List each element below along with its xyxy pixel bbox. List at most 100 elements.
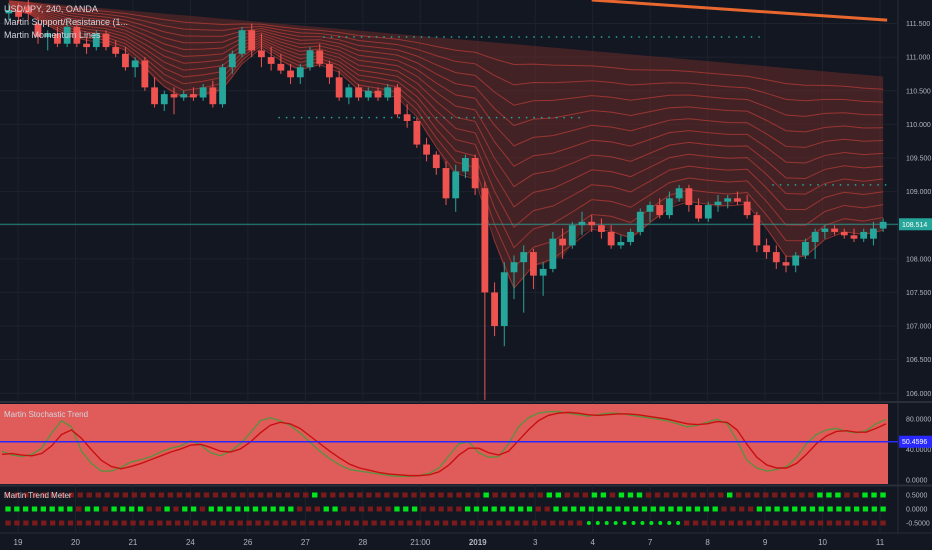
trend-meter-cell <box>130 520 136 526</box>
trend-meter-cell <box>208 506 214 512</box>
trend-meter-cell <box>76 506 82 512</box>
time-tick-label: 19 <box>14 538 23 547</box>
candle-body <box>151 87 158 105</box>
symbol-legend[interactable]: USD/JPY, 240, OANDA <box>4 4 98 14</box>
stochastic-pane-title[interactable]: Martin Stochastic Trend <box>4 410 89 419</box>
trend-meter-cell <box>305 506 312 512</box>
time-tick-label: 20 <box>71 538 80 547</box>
trend-meter-cell <box>237 520 243 526</box>
trend-meter-cell <box>500 506 506 512</box>
trend-meter-cell <box>275 492 282 498</box>
time-tick-label: 27 <box>301 538 310 547</box>
trend-meter-cell <box>447 506 453 512</box>
candle-body <box>122 53 129 68</box>
time-tick-label: 24 <box>186 538 195 547</box>
trend-meter-cell <box>736 492 742 498</box>
candle-body <box>345 87 353 98</box>
candle-body <box>646 205 654 212</box>
trend-meter-cell <box>844 492 850 498</box>
candle-body <box>258 50 265 58</box>
stochastic-fill <box>0 404 888 484</box>
trend-meter-cell <box>737 520 743 526</box>
trend-meter-pane-title[interactable]: Martin Trend Meter <box>4 491 72 500</box>
trend-meter-cell <box>835 520 842 526</box>
trend-meter-cell <box>77 492 83 498</box>
trend-meter-cell <box>800 520 806 526</box>
trend-meter-cell <box>93 506 100 512</box>
support-resistance-levels <box>0 36 898 225</box>
candle-body <box>180 94 188 98</box>
trend-meter-cell <box>212 492 219 498</box>
trend-meter-cell <box>853 520 859 526</box>
trend-meter-cell <box>755 520 761 526</box>
trend-meter-cell <box>393 492 399 498</box>
trend-meter-cell <box>49 506 55 512</box>
candle-body <box>326 63 333 78</box>
price-tick-label: 106.000 <box>906 391 931 398</box>
trend-meter-cell <box>483 492 489 498</box>
candle-body <box>695 205 702 219</box>
momentum-line <box>8 1 884 103</box>
trend-meter-cell <box>261 506 267 512</box>
candle-body <box>763 245 770 253</box>
trend-meter-cell <box>447 492 453 498</box>
trend-meter-cell <box>76 520 83 526</box>
candle-body <box>423 144 430 155</box>
candle-body <box>481 188 489 293</box>
stochastic-tick-label: 0.0000 <box>906 478 928 485</box>
trend-meter-cell <box>104 492 110 498</box>
indicator-legend-support-resistance[interactable]: Martin Support/Resistance (1... <box>4 17 129 27</box>
time-tick-label: 8 <box>705 538 710 547</box>
trend-meter-cell <box>871 506 877 512</box>
trend-meter-cell <box>411 506 418 512</box>
momentum-line-top <box>591 0 888 22</box>
trend-meter-cell <box>420 506 427 512</box>
trend-meter-cell <box>58 506 64 512</box>
trend-meter-cell <box>389 520 395 526</box>
candle-body <box>860 231 868 239</box>
trend-meter-dot <box>604 521 609 525</box>
trend-meter-cell <box>532 520 538 526</box>
candle-body <box>471 157 479 189</box>
trend-meter-cell <box>139 520 145 526</box>
indicator-legend-momentum-lines[interactable]: Martin Momentum Lines <box>4 30 101 40</box>
trend-meter-cell <box>862 492 868 498</box>
trend-meter-cell <box>845 506 851 512</box>
trend-meter-cell <box>763 492 769 498</box>
trend-meter-cell <box>544 506 550 512</box>
trend-meter-cell <box>606 506 612 512</box>
candle-body <box>92 33 100 48</box>
trend-meter-cell <box>84 506 91 512</box>
trend-meter-cell <box>456 492 462 498</box>
trend-meter-cell <box>67 520 74 526</box>
candle-body <box>403 114 411 122</box>
trend-meter-cell <box>190 506 197 512</box>
trend-meter-cell <box>157 520 163 526</box>
candle-body <box>666 198 673 216</box>
trend-meter-cell <box>420 492 426 498</box>
candle-body <box>811 231 819 243</box>
trend-meter-cell <box>166 520 172 526</box>
trend-meter-cell <box>425 520 431 526</box>
trend-meter-cell <box>627 492 634 498</box>
trend-meter-dot <box>622 521 627 525</box>
candle-body <box>559 238 566 246</box>
trend-meter-cell <box>40 506 46 512</box>
trend-meter-cell <box>505 520 511 526</box>
trend-meter-cell <box>221 492 228 498</box>
trend-meter-cell <box>558 520 565 526</box>
candle-body <box>840 231 848 236</box>
trend-meter-cell <box>23 520 29 526</box>
candle-body <box>520 252 528 263</box>
candle-body <box>160 94 168 105</box>
trend-meter-cell <box>266 492 273 498</box>
trend-meter-cell <box>721 506 727 512</box>
trend-meter-cell <box>341 506 347 512</box>
trend-meter-cell <box>791 520 797 526</box>
trend-meter-cell <box>120 506 126 512</box>
trend-meter-cell <box>496 520 502 526</box>
trend-meter-tick-label: 0.0000 <box>906 507 928 514</box>
candle-body <box>190 94 197 98</box>
trend-meter-cell <box>609 492 616 498</box>
